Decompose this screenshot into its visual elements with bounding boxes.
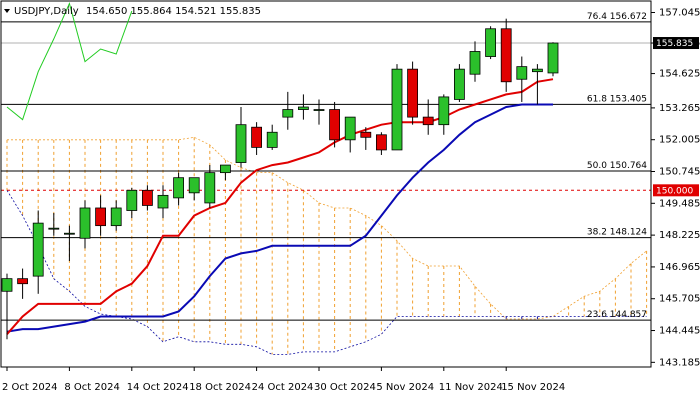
- y-tick-label: 150.745: [659, 167, 700, 178]
- candle-body: [438, 96, 450, 126]
- candle-body: [1, 278, 13, 292]
- y-tick-label: 148.225: [659, 230, 700, 241]
- x-tick-label: 24 Oct 2024: [252, 382, 314, 393]
- candle-body: [79, 207, 91, 239]
- candle-body: [48, 227, 60, 230]
- x-tick-label: 5 Nov 2024: [376, 382, 434, 393]
- y-tick-label: 144.445: [659, 326, 700, 337]
- fib-level-label: 76.4 156.672: [587, 12, 647, 22]
- candle-body: [360, 131, 372, 138]
- y-tick-label: 152.005: [659, 135, 700, 146]
- candle-body: [32, 222, 44, 277]
- current-price-box: [653, 37, 699, 50]
- candle-body: [251, 126, 263, 148]
- candle-body: [95, 207, 106, 227]
- candle-body: [235, 124, 247, 163]
- y-tick-label: 145.705: [659, 294, 700, 305]
- candle-body: [188, 177, 200, 194]
- dropdown-arrow-icon[interactable]: [4, 9, 10, 13]
- indicator-lines: [6, 1, 554, 335]
- candle-body: [141, 189, 153, 206]
- y-tick-label: 149.485: [659, 198, 700, 209]
- chart-header: USDJPY,Daily 154.650 155.864 154.521 155…: [4, 6, 261, 17]
- candle-body: [17, 278, 29, 285]
- candle-body: [266, 131, 278, 148]
- candle-body: [173, 177, 185, 199]
- candle-body: [500, 28, 512, 83]
- candle-body: [344, 116, 356, 141]
- plot-border: [0, 0, 652, 368]
- y-tick-label: 157.045: [659, 7, 700, 18]
- candle-body: [422, 116, 434, 126]
- candle-body: [64, 232, 75, 235]
- y-tick-label: 153.265: [659, 103, 700, 114]
- candle-body: [313, 109, 325, 111]
- kijun-sen-line: [6, 103, 553, 333]
- candle-body: [157, 194, 169, 209]
- x-tick-label: 11 Nov 2024: [439, 382, 503, 393]
- fib-level-label: 38.2 148.124: [587, 228, 647, 238]
- candle-body: [407, 68, 419, 118]
- candle-body: [469, 51, 481, 75]
- candle-body: [204, 172, 216, 204]
- chikou-span-line: [6, 1, 133, 121]
- chart-frame: [0, 0, 652, 368]
- candle-body: [453, 68, 465, 100]
- x-tick-label: 15 Nov 2024: [501, 382, 565, 393]
- x-tick-label: 14 Oct 2024: [127, 382, 189, 393]
- candle-body: [516, 66, 528, 80]
- fib-level-label: 61.8 153.405: [587, 94, 647, 104]
- x-tick-label: 30 Oct 2024: [314, 382, 376, 393]
- candle-body: [391, 68, 403, 151]
- y-tick-label: 143.185: [659, 357, 700, 368]
- candle-body: [375, 134, 387, 151]
- candles: [1, 18, 559, 340]
- x-tick-label: 18 Oct 2024: [189, 382, 251, 393]
- x-tick-label: 8 Oct 2024: [64, 382, 119, 393]
- candle-body: [329, 109, 341, 141]
- candle-body: [219, 164, 231, 174]
- candle-body: [547, 42, 559, 74]
- current-price-label: 155.835: [656, 39, 693, 49]
- candle-body: [297, 106, 309, 110]
- axes: 157.045 155.835 154.625 153.265 152.005 150.7…: [2, 7, 700, 393]
- pivot-label-box: [653, 184, 699, 197]
- candle-body: [282, 109, 294, 118]
- x-tick-label: 2 Oct 2024: [2, 382, 57, 393]
- ohlc-readout: 154.650 155.864 154.521 155.835: [86, 6, 261, 17]
- pivot-label: 150.000: [656, 186, 693, 196]
- tenkan-sen-line: [6, 78, 554, 335]
- candle-body: [485, 28, 497, 57]
- candle-body: [110, 207, 122, 227]
- candle-body: [532, 68, 543, 73]
- y-tick-label: 146.965: [659, 262, 700, 273]
- fib-level-label: 23.6 144.857: [587, 310, 647, 320]
- fib-level-label: 50.0 150.764: [587, 161, 647, 171]
- symbol-title: USDJPY,Daily: [14, 6, 79, 17]
- candle-body: [126, 189, 138, 211]
- y-tick-label: 154.625: [659, 69, 700, 80]
